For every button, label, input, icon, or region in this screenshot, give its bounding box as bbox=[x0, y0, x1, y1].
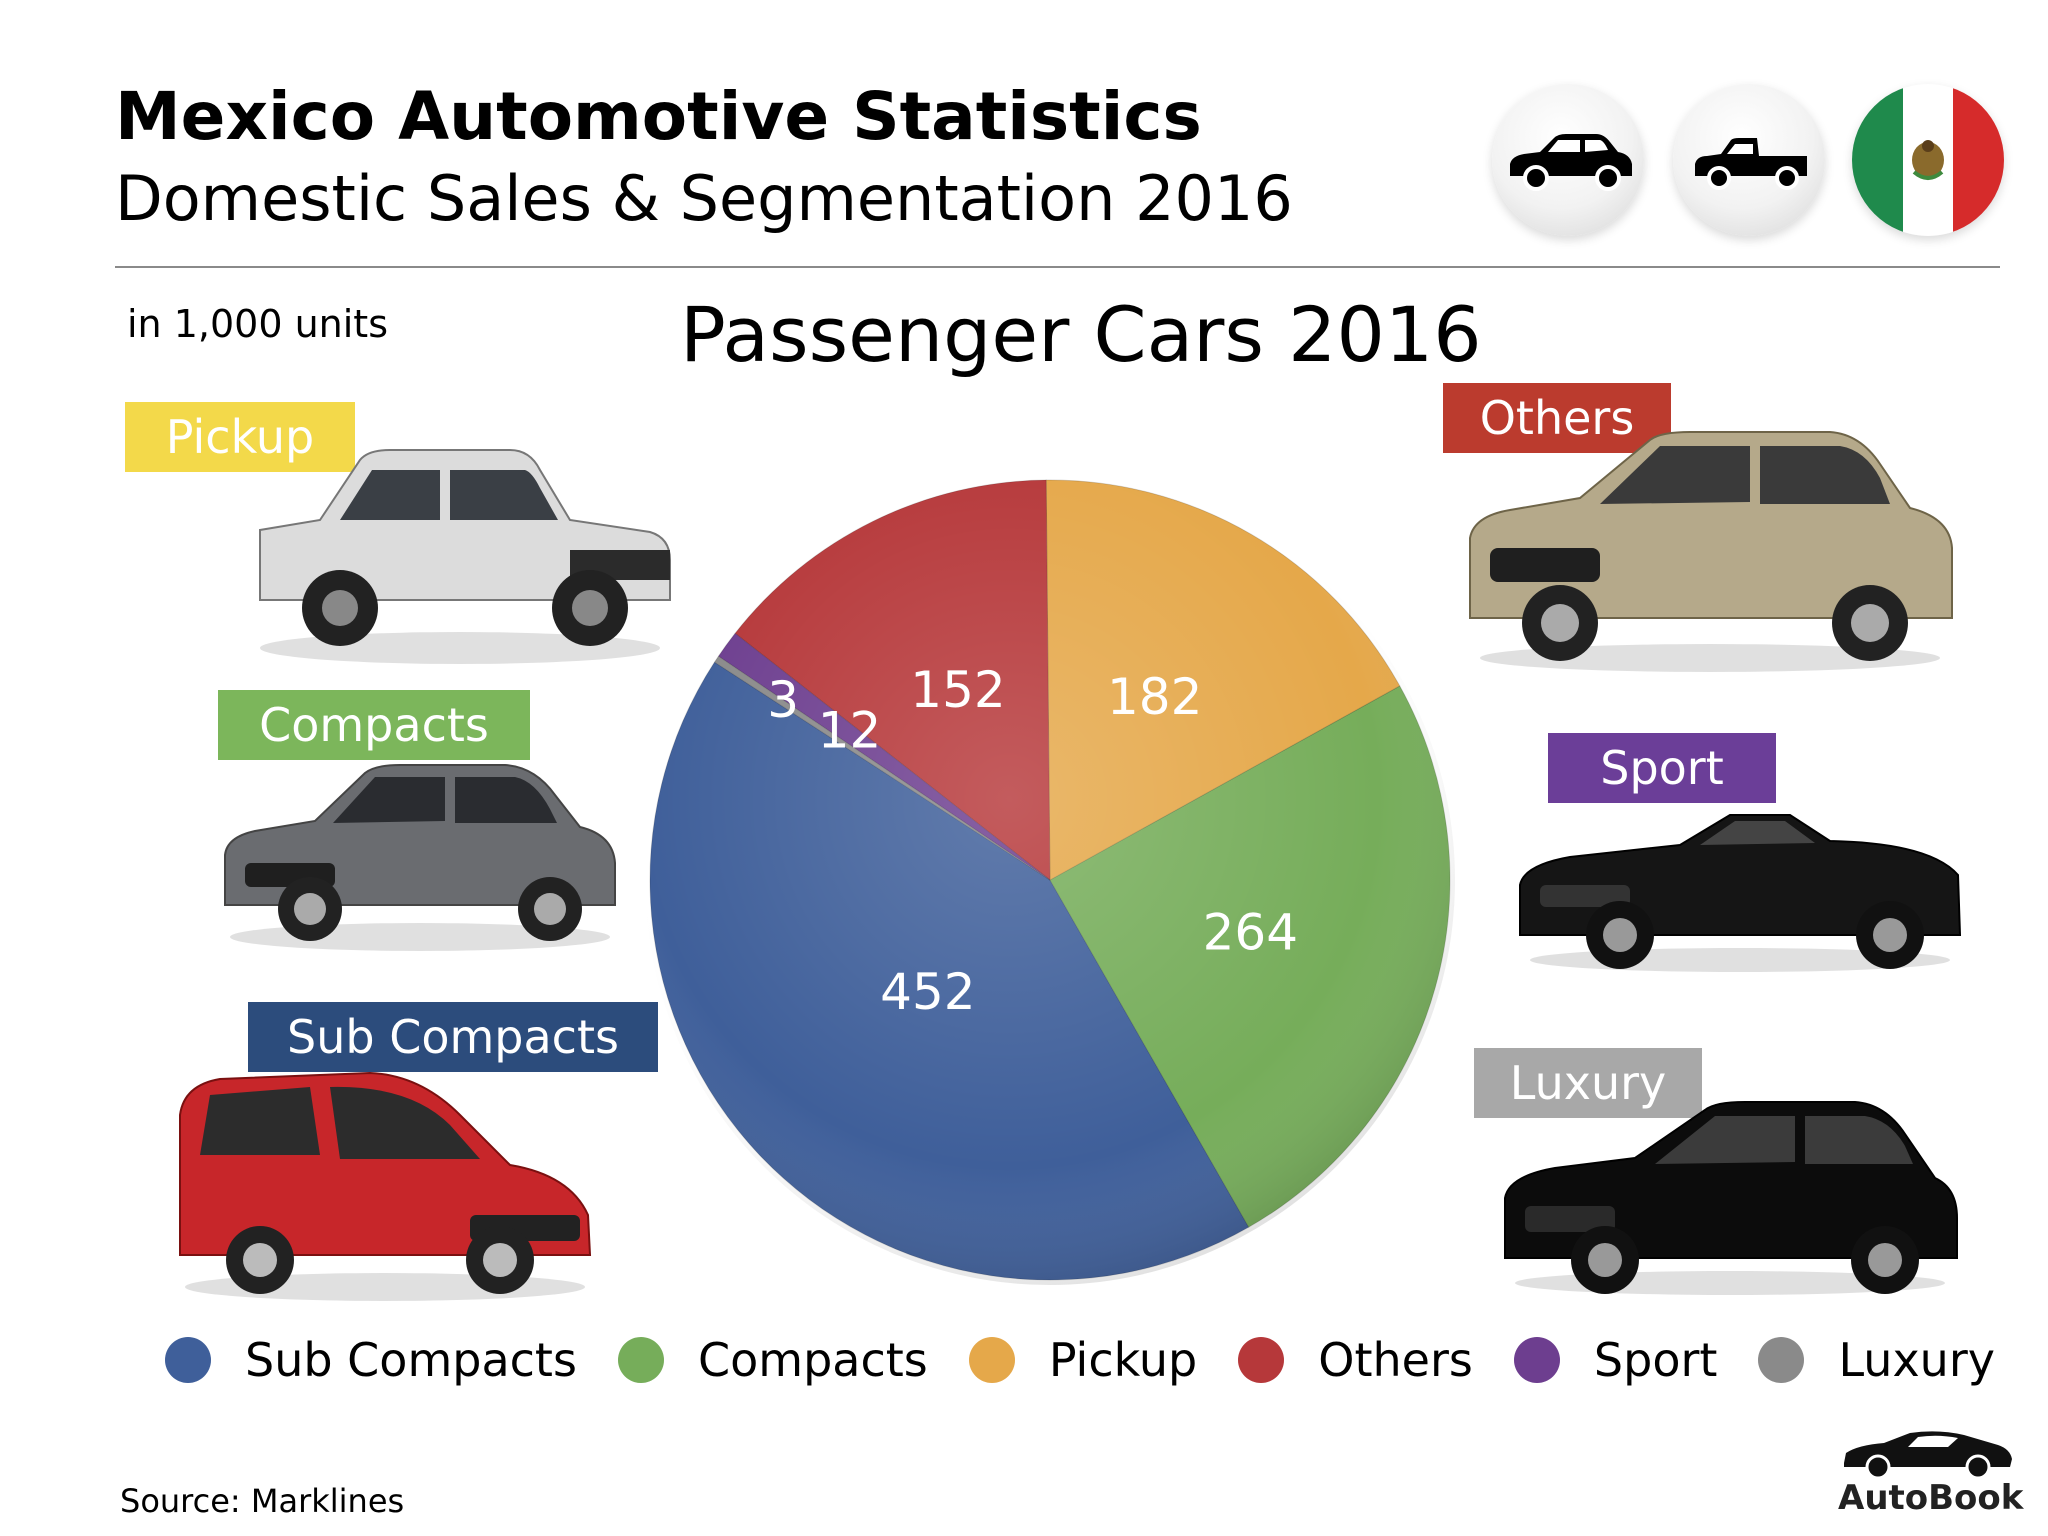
legend-item-sport: Sport bbox=[1513, 1333, 1718, 1387]
chart-legend: Sub Compacts Compacts Pickup Others Sport Lux… bbox=[165, 1330, 1995, 1390]
legend-item-luxury: Luxury bbox=[1758, 1333, 1995, 1387]
sport-convertible-image bbox=[1519, 814, 1962, 972]
chart-title: Passenger Cars 2016 bbox=[680, 290, 1482, 379]
segment-label-others: Others bbox=[1443, 383, 1671, 453]
legend-label-sub-compacts: Sub Compacts bbox=[245, 1333, 577, 1387]
pie-value-label-sport: 12 bbox=[818, 702, 882, 760]
legend-swatch-luxury bbox=[1758, 1337, 1805, 1383]
source-note: Source: Marklines bbox=[120, 1482, 405, 1520]
segment-label-compacts: Compacts bbox=[218, 690, 530, 760]
legend-swatch-compacts bbox=[618, 1337, 664, 1383]
legend-swatch-pickup bbox=[968, 1337, 1015, 1383]
others-sedan-image bbox=[1469, 431, 1953, 672]
legend-label-pickup: Pickup bbox=[1048, 1333, 1198, 1387]
header-divider bbox=[115, 266, 2000, 268]
luxury-sedan-image bbox=[1504, 1101, 1958, 1295]
mexico-flag-icon bbox=[1852, 84, 2004, 236]
legend-swatch-others bbox=[1238, 1337, 1285, 1383]
segment-label-luxury: Luxury bbox=[1474, 1048, 1702, 1118]
pie-value-label-pickup: 182 bbox=[1107, 668, 1202, 726]
legend-label-luxury: Luxury bbox=[1838, 1333, 1995, 1387]
segment-label-sub-compacts: Sub Compacts bbox=[248, 1002, 658, 1072]
legend-item-sub-compacts: Sub Compacts bbox=[165, 1333, 577, 1387]
legend-item-pickup: Pickup bbox=[968, 1333, 1198, 1387]
pie-value-label-luxury: 3 bbox=[767, 671, 799, 729]
pie-value-label-others: 152 bbox=[910, 661, 1005, 719]
units-note: in 1,000 units bbox=[127, 302, 389, 346]
legend-item-compacts: Compacts bbox=[618, 1333, 928, 1387]
compact-sedan-image bbox=[224, 764, 616, 951]
legend-item-others: Others bbox=[1238, 1333, 1473, 1387]
segment-label-pickup: Pickup bbox=[125, 402, 355, 472]
pickup-truck-image bbox=[259, 449, 671, 664]
legend-label-sport: Sport bbox=[1593, 1333, 1718, 1387]
pie-chart: 452 264 182 152 12 3 bbox=[645, 475, 1455, 1285]
page-title: Mexico Automotive Statistics bbox=[115, 78, 1202, 155]
legend-swatch-sport bbox=[1513, 1337, 1560, 1383]
legend-label-compacts: Compacts bbox=[698, 1333, 928, 1387]
sports-car-icon bbox=[1844, 1431, 2012, 1480]
pie-value-label-compacts: 264 bbox=[1203, 903, 1298, 961]
sedan-icon bbox=[1492, 84, 1644, 236]
legend-swatch-sub-compacts bbox=[165, 1337, 211, 1383]
pie-value-label-sub-compacts: 452 bbox=[880, 963, 975, 1021]
segment-label-sport: Sport bbox=[1548, 733, 1776, 803]
legend-label-others: Others bbox=[1318, 1333, 1473, 1387]
autobook-logo-text: AutoBook bbox=[1838, 1478, 2024, 1518]
sub-compact-car-image bbox=[179, 1071, 592, 1301]
page-subtitle: Domestic Sales & Segmentation 2016 bbox=[115, 162, 1293, 235]
pickup-truck-icon bbox=[1673, 84, 1825, 236]
